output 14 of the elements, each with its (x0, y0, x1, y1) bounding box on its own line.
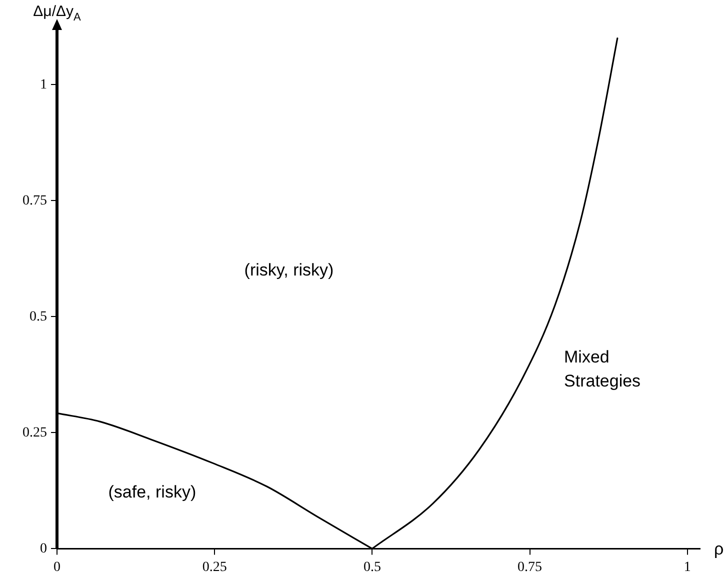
y-tick-label: 0.75 (22, 193, 47, 208)
y-tick-label: 0.25 (22, 425, 47, 440)
y-tick-label: 1 (40, 77, 47, 92)
x-tick-label: 0 (54, 560, 60, 575)
x-tick-label: 0.25 (202, 560, 227, 575)
y-tick-label: 0.5 (30, 309, 47, 324)
annotation: (safe, risky) (108, 482, 196, 502)
x-tick-label: 0.75 (518, 560, 542, 575)
annotation: Mixed Strategies (564, 348, 641, 391)
x-tick-label: 0.5 (363, 560, 381, 575)
x-tick-label: 1 (684, 560, 691, 575)
x-axis-title: ρ (714, 540, 724, 559)
annotation: (risky, risky) (244, 260, 334, 280)
y-tick-label: 0 (40, 541, 47, 556)
